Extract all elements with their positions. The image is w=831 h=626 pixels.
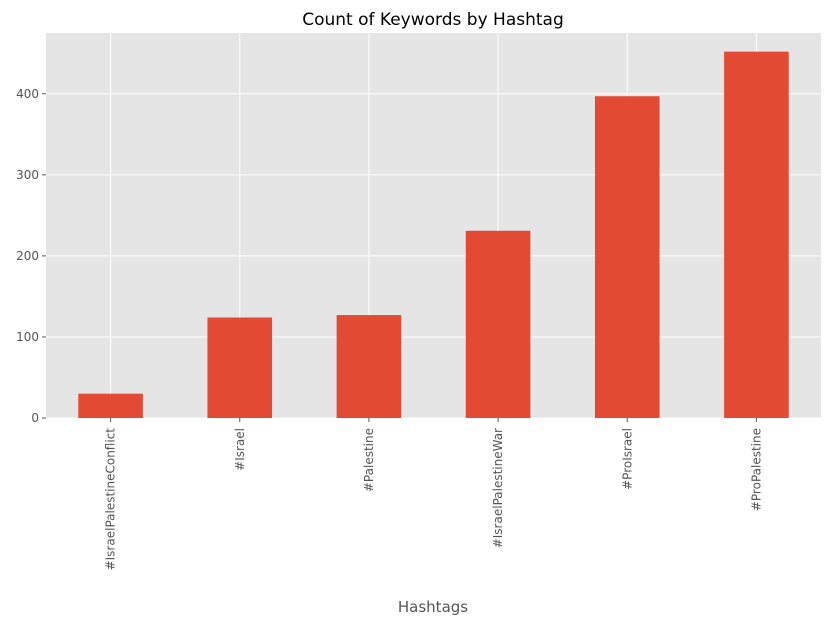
x-tick-label: #Palestine	[362, 428, 376, 492]
y-tick-label: 400	[16, 87, 39, 101]
x-tick-label: #Israel	[233, 428, 247, 471]
x-tick-label: #IsraelPalestineWar	[491, 428, 505, 548]
bar	[465, 230, 531, 418]
bar	[78, 393, 143, 418]
x-tick-label: #IsraelPalestineConflict	[104, 428, 118, 571]
y-tick-label: 300	[16, 168, 39, 182]
bars	[78, 51, 789, 419]
bar	[336, 315, 402, 418]
y-tick-label: 0	[31, 411, 39, 425]
plot-area	[46, 33, 821, 418]
y-axis-ticks: 0 100 200 300 400	[16, 87, 46, 425]
bar	[594, 96, 660, 418]
chart-title: Count of Keywords by Hashtag	[302, 10, 564, 30]
bar	[207, 317, 273, 418]
x-axis-ticks: #IsraelPalestineConflict #Israel #Palestin…	[104, 418, 763, 571]
y-tick-label: 200	[16, 249, 39, 263]
x-tick-label: #ProIsrael	[620, 428, 634, 490]
x-axis-label: Hashtags	[398, 598, 468, 616]
x-tick-label: #ProPalestine	[749, 428, 763, 511]
y-tick-label: 100	[16, 330, 39, 344]
bar	[724, 51, 789, 419]
